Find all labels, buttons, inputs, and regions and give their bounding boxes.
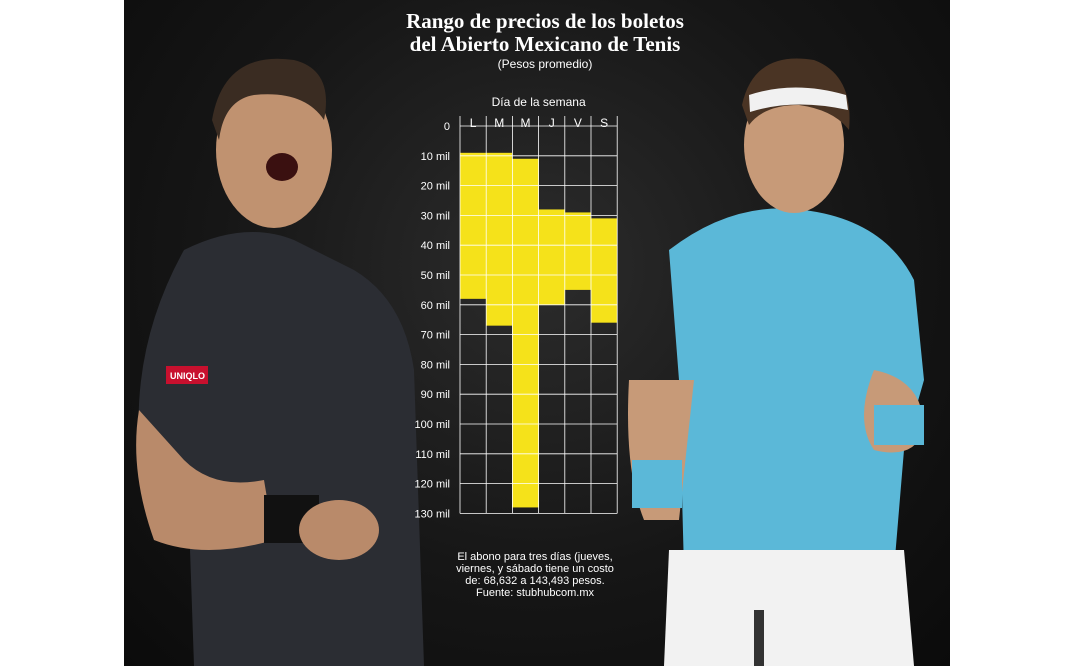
- chart-title-line1: Rango de precios de los boletos: [406, 9, 684, 33]
- y-tick-label: 60 mil: [421, 300, 450, 312]
- y-tick-label: 0: [444, 121, 450, 133]
- y-tick-label: 100 mil: [415, 419, 450, 431]
- footnote-line3: de: 68,632 a 143,493 pesos.: [465, 575, 605, 587]
- left-player-photo: UNIQLO: [136, 58, 424, 666]
- range-bar: [564, 212, 591, 290]
- category-label: M: [521, 116, 531, 130]
- range-bar: [486, 152, 513, 326]
- footnote-line1: El abono para tres días (jueves,: [457, 551, 613, 563]
- category-label: L: [470, 116, 477, 130]
- source-note: Fuente: stubhubcom.mx: [475, 587, 594, 599]
- y-tick-label: 30 mil: [421, 210, 450, 222]
- y-tick-label: 90 mil: [421, 389, 450, 401]
- y-tick-label: 80 mil: [421, 359, 450, 371]
- chart-title-line2: del Abierto Mexicano de Tenis: [409, 32, 681, 56]
- chart-subtitle: (Pesos promedio): [497, 57, 593, 71]
- shirt-logo: UNIQLO: [170, 371, 205, 381]
- category-label: V: [574, 116, 582, 130]
- y-tick-label: 20 mil: [421, 181, 450, 193]
- category-label: S: [600, 116, 608, 130]
- category-label: J: [549, 116, 555, 130]
- y-tick-label: 130 mil: [415, 508, 450, 520]
- right-player-photo: [628, 58, 924, 666]
- range-bar: [591, 218, 618, 323]
- range-bar: [460, 152, 487, 299]
- y-tick-label: 40 mil: [421, 240, 450, 252]
- footnote-line2: viernes, y sábado tiene un costo: [456, 563, 614, 575]
- background-panel: UNIQLO: [124, 0, 950, 666]
- range-bar: [512, 158, 539, 508]
- y-tick-label: 120 mil: [415, 479, 450, 491]
- y-tick-label: 70 mil: [421, 330, 450, 342]
- chart-title: Rango de precios de los boletos del Abie…: [330, 10, 760, 56]
- range-bar: [538, 209, 565, 305]
- y-tick-label: 10 mil: [421, 151, 450, 163]
- x-axis-title: Día de la semana: [492, 95, 586, 109]
- category-label: M: [494, 116, 504, 130]
- y-tick-label: 110 mil: [415, 449, 450, 461]
- footnote: El abono para tres días (jueves, viernes…: [440, 551, 630, 599]
- y-tick-label: 50 mil: [421, 270, 450, 282]
